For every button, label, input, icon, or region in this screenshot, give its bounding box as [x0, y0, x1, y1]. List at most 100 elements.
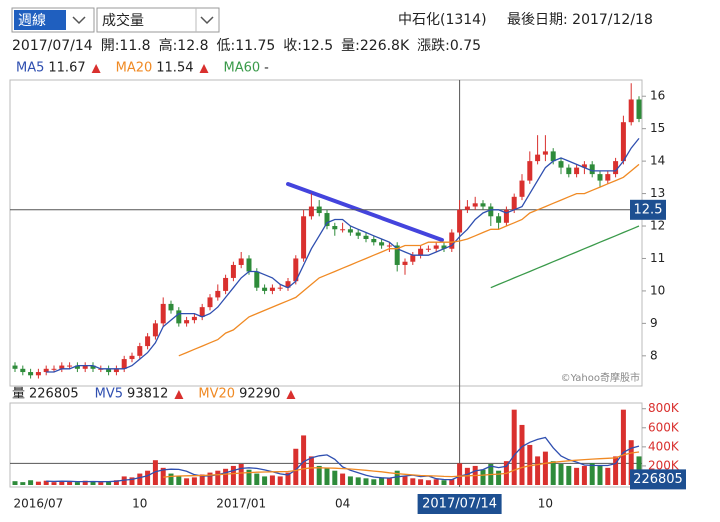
- info-low: 低:11.75: [216, 38, 275, 54]
- y-tick-label: 16: [650, 89, 665, 103]
- candle-body: [137, 346, 143, 356]
- legend-name: MV5: [95, 387, 123, 402]
- candle-body: [628, 99, 634, 123]
- legend-name: MA5: [16, 61, 44, 76]
- x-cursor-label: 2017/07/14: [422, 497, 497, 512]
- candle-body: [449, 232, 455, 249]
- candle-body: [574, 167, 580, 175]
- volume-bar: [581, 465, 587, 485]
- volume-bar: [566, 465, 572, 485]
- volume-bar: [293, 448, 299, 485]
- indicator-select[interactable]: [96, 7, 220, 33]
- candle-body: [129, 355, 135, 360]
- stock-title: 中石化(1314): [398, 12, 487, 28]
- volume-bar: [550, 461, 556, 485]
- candle-body: [620, 122, 626, 162]
- candle-body: [441, 245, 447, 249]
- candle-body: [480, 203, 486, 207]
- indicator-select-text: 成交量: [102, 12, 144, 29]
- candle-body: [332, 226, 338, 230]
- volume-bar: [238, 464, 244, 485]
- volume-bar: [35, 481, 41, 485]
- candle-body: [355, 232, 361, 236]
- candle-body: [542, 151, 548, 155]
- period-select-highlight: [14, 10, 66, 30]
- candle-body: [511, 196, 517, 210]
- volume-bar: [223, 468, 229, 485]
- candle-body: [12, 365, 18, 369]
- candle-body: [425, 248, 431, 250]
- volume-bar: [324, 467, 330, 485]
- y-tick-label: 10: [650, 283, 665, 297]
- volume-bar: [527, 444, 533, 485]
- y-tick-label: 14: [650, 154, 665, 168]
- volume-bar: [386, 478, 392, 485]
- legend-value: -: [264, 61, 269, 76]
- candle-body: [308, 206, 314, 217]
- candle-body: [301, 216, 307, 259]
- volume-bar: [340, 473, 346, 485]
- candle-body: [371, 239, 377, 243]
- volume-bar: [199, 474, 205, 485]
- volume-bar: [308, 456, 314, 485]
- candle-body: [527, 161, 533, 181]
- volume-bar: [332, 470, 338, 485]
- volume-bar: [254, 473, 260, 485]
- candle-body: [324, 213, 330, 227]
- volume-bar: [535, 456, 541, 485]
- candle-body: [394, 245, 400, 265]
- y-tick-label: 8: [650, 348, 658, 362]
- dropdown-arrow: [72, 16, 86, 25]
- volume-bar: [230, 465, 236, 485]
- volume-bar: [137, 473, 143, 485]
- volume-bar: [589, 463, 595, 485]
- volume-tick-label: 800K: [648, 401, 680, 415]
- up-arrow: [91, 64, 101, 73]
- candle-body: [269, 287, 275, 291]
- candle-body: [20, 368, 26, 373]
- candle-body: [28, 372, 34, 376]
- ma-line: [178, 163, 640, 357]
- candle-body: [277, 287, 283, 289]
- volume-bar: [113, 480, 119, 485]
- candle-body: [145, 336, 151, 347]
- volume-bar: [519, 424, 525, 485]
- candle-body: [472, 203, 478, 207]
- volume-tick-label: 600K: [648, 420, 680, 434]
- volume-bar: [269, 475, 275, 485]
- candle-body: [347, 229, 353, 233]
- volume-bar: [441, 480, 447, 485]
- candle-body: [503, 209, 509, 223]
- legend-value: 93812: [127, 387, 168, 402]
- candle-body: [113, 368, 119, 373]
- volume-bar: [316, 465, 322, 485]
- candle-body: [535, 154, 541, 162]
- info-change: 漲跌:0.75: [417, 38, 481, 54]
- volume-bar: [457, 463, 463, 485]
- candle-body: [605, 174, 611, 181]
- candle-body: [379, 242, 385, 246]
- volume-bar: [215, 470, 221, 485]
- candle-body: [550, 151, 556, 162]
- candle-body: [402, 261, 408, 265]
- volume-bar: [285, 472, 291, 485]
- candle-body: [293, 258, 299, 282]
- candle-body: [519, 180, 525, 197]
- candle-body: [35, 372, 41, 376]
- y-tick-label: 15: [650, 121, 665, 135]
- volume-bar: [418, 479, 424, 485]
- volume-bar: [20, 482, 26, 485]
- volume-bar: [106, 481, 112, 485]
- x-cursor-box: [417, 494, 502, 514]
- legend-value: 92290: [239, 387, 280, 402]
- info-volume: 量:226.8K: [341, 38, 410, 54]
- info-high: 高:12.8: [159, 37, 209, 54]
- candle-body: [316, 206, 322, 214]
- x-tick-label: 10: [538, 497, 553, 511]
- y-tick-label: 13: [650, 186, 665, 200]
- info-date: 2017/07/14: [12, 38, 93, 54]
- volume-bar: [363, 478, 369, 485]
- candle-body: [191, 316, 197, 321]
- candle-body: [589, 164, 595, 175]
